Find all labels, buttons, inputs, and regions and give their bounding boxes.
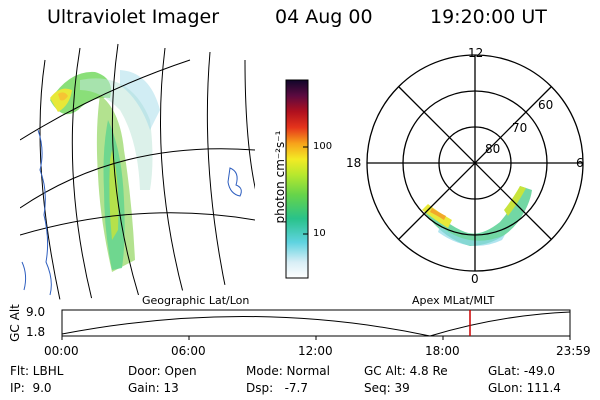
colorbar-tick-100: 100 (313, 141, 333, 152)
polar-auroral-oval (422, 186, 532, 246)
instrument-title: Ultraviolet Imager (47, 6, 220, 28)
footer-glat: GLat: -49.0 (488, 364, 555, 378)
footer-mode: Mode: Normal (246, 364, 330, 378)
intensity-colorbar (285, 79, 309, 279)
geographic-auroral-emission (50, 70, 160, 272)
mlat-label-60: 60 (538, 98, 554, 112)
mlt-label-0: 0 (471, 272, 479, 286)
time-label: 19:20:00 UT (430, 6, 547, 28)
time-tick-0600: 06:00 (171, 344, 206, 358)
alt-tick-1.8: 1.8 (26, 325, 46, 339)
apex-panel-label: Apex MLat/MLT (412, 294, 495, 307)
mlat-label-70: 70 (512, 121, 528, 135)
mlt-label-6: 6 (576, 156, 584, 170)
date-label: 04 Aug 00 (275, 6, 373, 28)
footer-filter: Flt: LBHL (10, 364, 64, 378)
time-tick-0000: 00:00 (44, 344, 79, 358)
footer-gain: Gain: 13 (128, 381, 179, 395)
mlat-label-80: 80 (485, 142, 501, 156)
time-tick-1800: 18:00 (425, 344, 460, 358)
footer-dsp: Dsp: -7.7 (246, 381, 309, 395)
mlt-label-18: 18 (346, 156, 362, 170)
colorbar-tick-10: 10 (313, 228, 326, 239)
altitude-plot (61, 309, 571, 340)
colorbar-unit-label: photon cm⁻²s⁻¹ (273, 130, 287, 224)
mlt-label-12: 12 (468, 46, 484, 60)
lat-lon-grid (20, 43, 255, 300)
polar-mlat-mlt-plot (366, 54, 584, 272)
coastline (21, 129, 242, 296)
gc-alt-axis-label: GC Alt (8, 304, 22, 342)
footer-ip: IP: 9.0 (10, 381, 52, 395)
footer-seq: Seq: 39 (364, 381, 410, 395)
alt-tick-9: 9.0 (26, 305, 46, 319)
footer-gc-alt: GC Alt: 4.8 Re (364, 364, 448, 378)
time-tick-1200: 12:00 (298, 344, 333, 358)
geographic-map-panel (20, 43, 255, 300)
footer-glon: GLon: 111.4 (488, 381, 561, 395)
footer-door: Door: Open (128, 364, 197, 378)
time-tick-2359: 23:59 (556, 344, 591, 358)
geographic-panel-label: Geographic Lat/Lon (142, 294, 250, 307)
